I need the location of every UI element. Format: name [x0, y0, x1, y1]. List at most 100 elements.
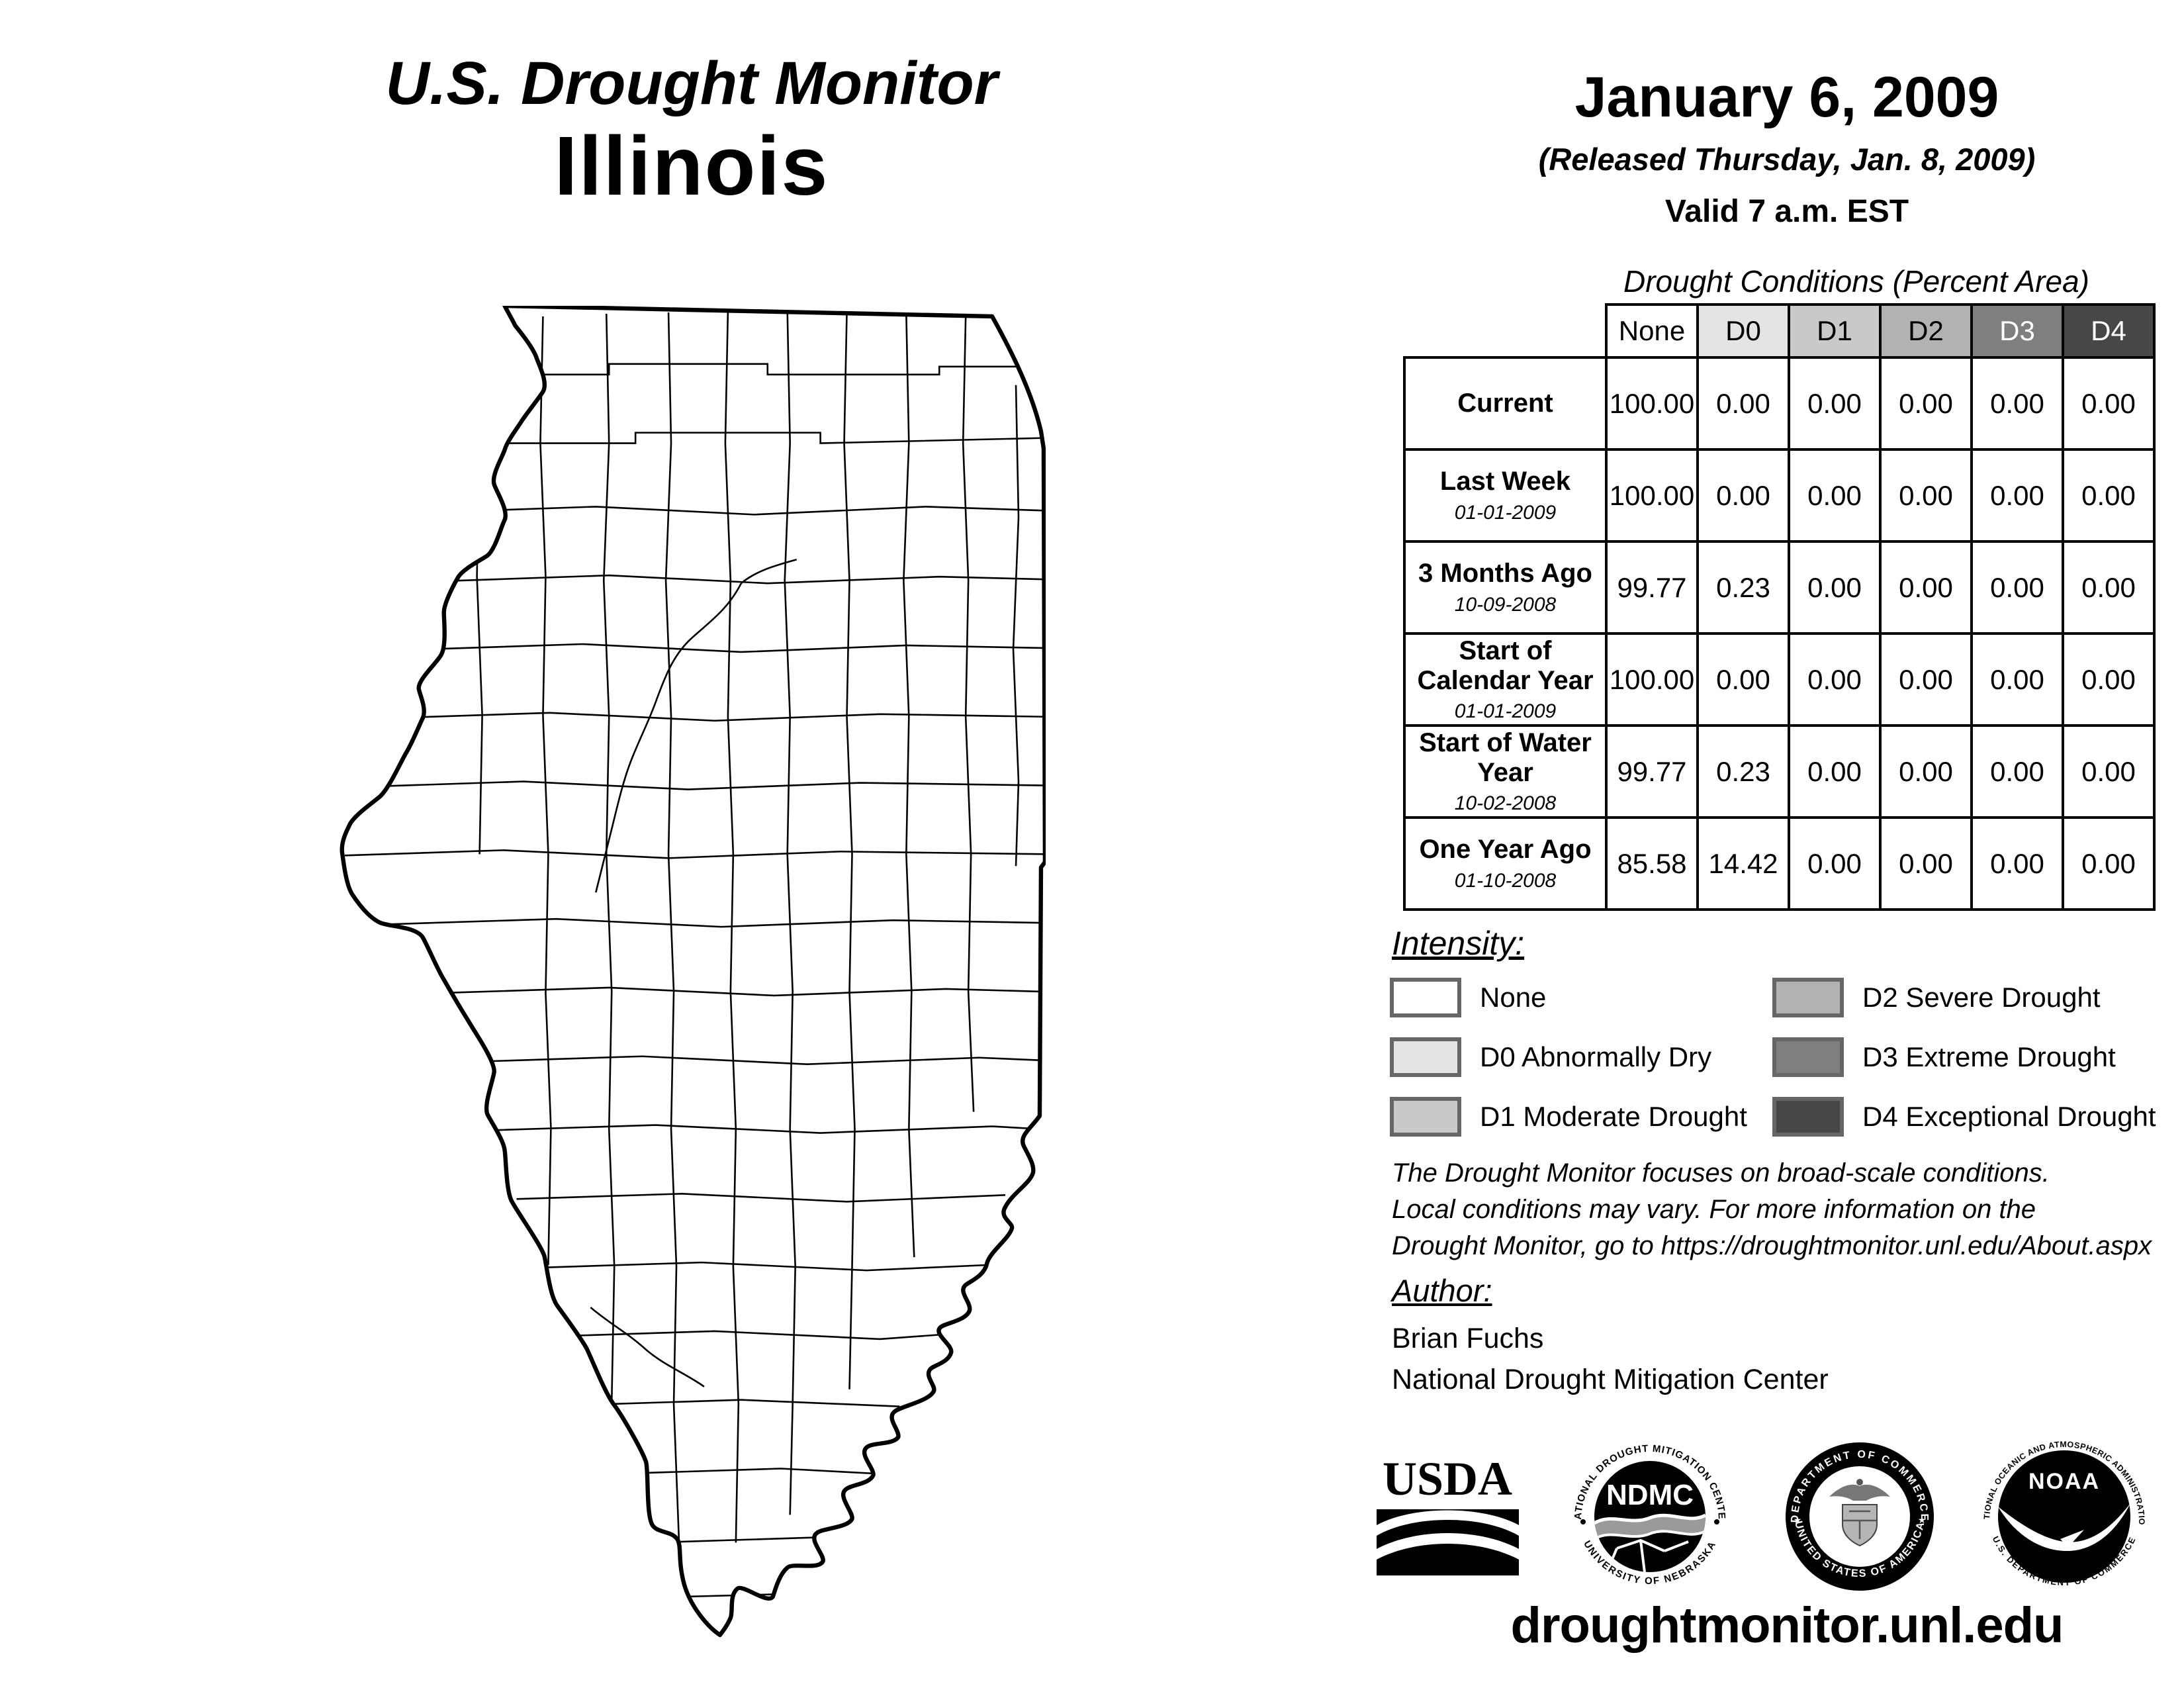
value-none-row3: 100.00: [1605, 632, 1699, 727]
value-d2-row5: 0.00: [1879, 816, 1973, 911]
release-date: (Released Thursday, Jan. 8, 2009): [1538, 141, 2036, 177]
value-d0-row5: 14.42: [1696, 816, 1790, 911]
value-d1-row1: 0.00: [1788, 448, 1882, 543]
legend-label-d1: D1 Moderate Drought: [1480, 1101, 1747, 1132]
disclaimer-text: The Drought Monitor focuses on broad-sca…: [1392, 1155, 2179, 1265]
value-none-row2: 99.77: [1605, 540, 1699, 635]
table-row: Last Week 01-01-2009 100.00 0.00 0.00 0.00 0.0…: [1403, 448, 2156, 543]
value-d1-row4: 0.00: [1788, 724, 1882, 819]
svg-text:★: ★: [1794, 1515, 1802, 1525]
value-none-row0: 100.00: [1605, 356, 1699, 451]
state-outline-fill: [341, 306, 1045, 1636]
row-label-text: 3 Months Ago: [1418, 559, 1592, 588]
author-heading: Author:: [1392, 1273, 1492, 1308]
row-label-date: 10-02-2008: [1454, 792, 1557, 815]
table-row: Current 100.00 0.00 0.00 0.00 0.00 0.00: [1403, 356, 2156, 451]
column-header-d1: D1: [1788, 303, 1882, 359]
row-label-text: One Year Ago: [1419, 835, 1592, 865]
usda-logo-text: USDA: [1383, 1452, 1512, 1505]
column-header-d3: D3: [1970, 303, 2064, 359]
value-d3-row0: 0.00: [1970, 356, 2064, 451]
row-label-text: Start of Calendar Year: [1417, 635, 1594, 695]
value-none-row5: 85.58: [1605, 816, 1699, 911]
table-corner-cell: [1404, 305, 1606, 357]
row-label-date: 01-01-2009: [1454, 501, 1557, 524]
legend-label-d4: D4 Exceptional Drought: [1862, 1101, 2156, 1132]
row-label-text: Start of Water Year: [1419, 727, 1592, 787]
row-label-date: 01-10-2008: [1454, 869, 1557, 892]
state-outline: [340, 303, 1048, 1638]
row-label-5: One Year Ago 01-10-2008: [1403, 816, 1608, 911]
value-d0-row1: 0.00: [1696, 448, 1790, 543]
ndmc-logo-text: NDMC: [1606, 1479, 1694, 1511]
svg-text:★: ★: [1918, 1515, 1927, 1525]
legend-label-d3: D3 Extreme Drought: [1862, 1041, 2116, 1072]
agency-logos: USDA NDMC NATIONAL DROUGHT MIT: [1377, 1422, 2148, 1611]
row-label-date: 01-01-2009: [1454, 700, 1557, 723]
row-label-text: Current: [1457, 389, 1553, 418]
column-header-none: None: [1605, 303, 1699, 359]
value-d0-row4: 0.23: [1696, 724, 1790, 819]
value-d4-row2: 0.00: [2062, 540, 2156, 635]
row-label-3: Start of Calendar Year 01-01-2009: [1403, 632, 1608, 727]
value-d4-row3: 0.00: [2062, 632, 2156, 727]
table-row: 3 Months Ago 10-09-2008 99.77 0.23 0.00 0.00 0…: [1403, 540, 2156, 635]
column-header-d4: D4: [2062, 303, 2156, 359]
row-label-date: 10-09-2008: [1454, 593, 1557, 616]
row-label-2: 3 Months Ago 10-09-2008: [1403, 540, 1608, 635]
legend-swatch-d4: [1772, 1097, 1844, 1137]
legend-label-none: None: [1480, 982, 1547, 1013]
valid-time: Valid 7 a.m. EST: [1664, 193, 1909, 229]
commerce-eagle-emblem: [1829, 1478, 1890, 1546]
legend-label-d2: D2 Severe Drought: [1862, 982, 2101, 1013]
column-header-d2: D2: [1879, 303, 1973, 359]
value-d3-row2: 0.00: [1970, 540, 2064, 635]
value-none-row1: 100.00: [1605, 448, 1699, 543]
value-d2-row4: 0.00: [1879, 724, 1973, 819]
drought-table: None D0 D1 D2 D3 D4 Current 100.00 0.00 0.00 0.00 0…: [1403, 303, 2156, 911]
illinois-map-svg: [340, 303, 1048, 1638]
noaa-logo-text: NOAA: [2028, 1469, 2100, 1494]
value-d4-row5: 0.00: [2062, 816, 2156, 911]
legend-item-d2: D2 Severe Drought: [1772, 978, 2164, 1017]
value-d2-row0: 0.00: [1879, 356, 1973, 451]
value-d4-row1: 0.00: [2062, 448, 2156, 543]
value-d3-row5: 0.00: [1970, 816, 2064, 911]
value-d4-row0: 0.00: [2062, 356, 2156, 451]
legend-item-none: None: [1390, 978, 1772, 1017]
value-d1-row0: 0.00: [1788, 356, 1882, 451]
county-lines: [344, 310, 1045, 1598]
report-title-line1: U.S. Drought Monitor: [385, 50, 998, 117]
legend-swatch-d2: [1772, 978, 1844, 1017]
legend-swatch-d3: [1772, 1037, 1844, 1077]
row-label-0: Current: [1403, 356, 1608, 451]
commerce-seal-icon: DEPARTMENT OF COMMERCE UNITED STATES OF …: [1786, 1442, 1934, 1591]
report-title: U.S. Drought Monitor Illinois: [295, 52, 1089, 210]
legend-swatch-d1: [1390, 1097, 1461, 1137]
value-d0-row2: 0.23: [1696, 540, 1790, 635]
legend-label-d0: D0 Abnormally Dry: [1480, 1041, 1712, 1072]
value-d3-row3: 0.00: [1970, 632, 2064, 727]
table-row: Start of Water Year 10-02-2008 99.77 0.23 0.…: [1403, 724, 2156, 819]
value-none-row4: 99.77: [1605, 724, 1699, 819]
value-d1-row5: 0.00: [1788, 816, 1882, 911]
value-d4-row4: 0.00: [2062, 724, 2156, 819]
table-row: Start of Calendar Year 01-01-2009 100.00 0.…: [1403, 632, 2156, 727]
row-label-text: Last Week: [1439, 467, 1571, 496]
value-d1-row3: 0.00: [1788, 632, 1882, 727]
date-block: January 6, 2009 (Released Thursday, Jan.…: [1380, 66, 2184, 230]
table-title: Drought Conditions (Percent Area): [1623, 264, 2089, 299]
legend-item-d0: D0 Abnormally Dry: [1390, 1037, 1772, 1077]
legend-item-d3: D3 Extreme Drought: [1772, 1037, 2164, 1077]
value-d1-row2: 0.00: [1788, 540, 1882, 635]
intensity-heading: Intensity:: [1392, 925, 1525, 962]
value-d3-row1: 0.00: [1970, 448, 2064, 543]
author-name: Brian Fuchs: [1392, 1323, 1544, 1354]
value-d2-row3: 0.00: [1879, 632, 1973, 727]
row-label-1: Last Week 01-01-2009: [1403, 448, 1608, 543]
row-label-4: Start of Water Year 10-02-2008: [1403, 724, 1608, 819]
value-d2-row2: 0.00: [1879, 540, 1973, 635]
report-title-line2: Illinois: [554, 118, 829, 212]
disclaimer-line: Local conditions may vary. For more info…: [1392, 1195, 2036, 1225]
